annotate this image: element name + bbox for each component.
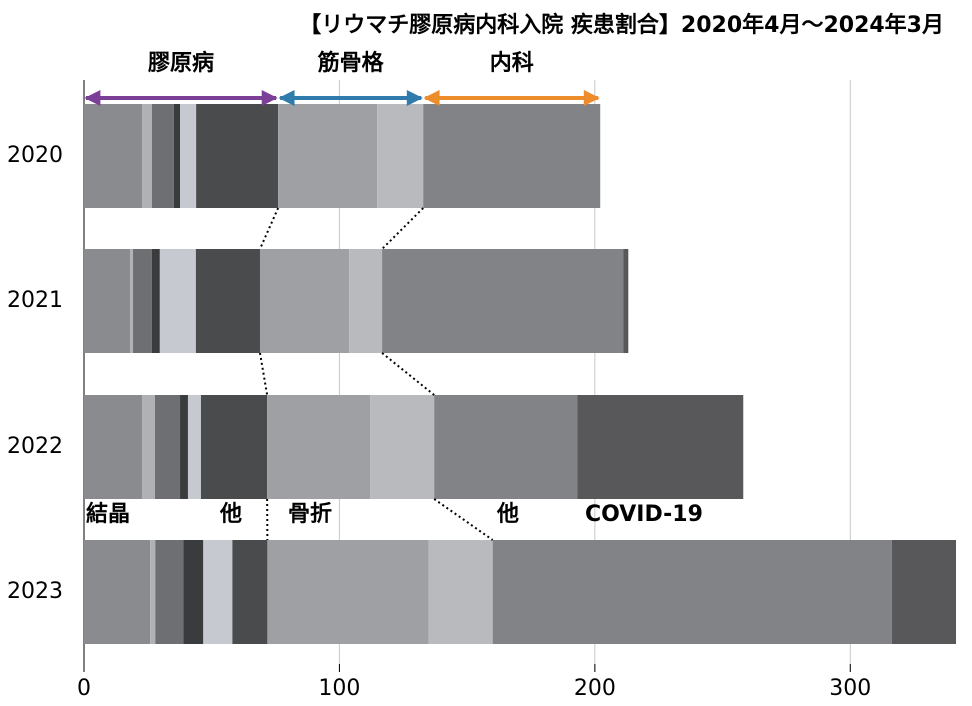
- series-label: 他: [219, 502, 242, 527]
- bar-segment: [382, 249, 624, 353]
- bar-segment: [155, 395, 181, 499]
- bar-segment: [151, 249, 160, 353]
- connector: [381, 352, 435, 396]
- group-label: 膠原病: [148, 50, 214, 76]
- y-tick-label: 2022: [7, 434, 63, 459]
- bar-segment: [577, 395, 744, 499]
- bar-segment: [492, 540, 892, 644]
- series-label: COVID-19: [585, 502, 703, 527]
- bar-segment: [891, 540, 957, 644]
- connector: [259, 352, 269, 396]
- bar-segment: [183, 540, 204, 644]
- bar-segment: [434, 395, 578, 499]
- group-label: 内科: [490, 51, 534, 76]
- bar-segment: [232, 540, 268, 644]
- bar-segment: [195, 249, 260, 353]
- bar-segment: [267, 540, 429, 644]
- bar-segment: [141, 104, 152, 208]
- y-tick-label: 2020: [7, 143, 63, 168]
- bar-segment: [428, 540, 493, 644]
- bar-segment: [203, 540, 233, 644]
- bar-segment: [278, 104, 378, 208]
- bar-segment: [159, 249, 196, 353]
- bar-segment: [267, 395, 371, 499]
- bar-segment: [370, 395, 435, 499]
- bar-segment: [84, 249, 130, 353]
- bar-segment: [187, 395, 201, 499]
- bar-segment: [84, 104, 142, 208]
- y-tick-label: 2021: [7, 288, 63, 313]
- bar-segment: [180, 395, 188, 499]
- y-tick-label: 2023: [7, 579, 63, 604]
- series-label: 骨折: [288, 502, 332, 527]
- bar-segment: [84, 395, 142, 499]
- bar-segment: [423, 104, 601, 208]
- bar-segment: [623, 249, 629, 353]
- x-tick-label: 300: [829, 676, 871, 701]
- bar-segment: [155, 540, 184, 644]
- bar-segment: [151, 104, 174, 208]
- bar-segment: [180, 104, 197, 208]
- connector: [381, 207, 424, 250]
- x-tick-label: 100: [318, 676, 360, 701]
- connector: [259, 207, 280, 250]
- x-tick-label: 200: [574, 676, 616, 701]
- bar-segment: [173, 104, 181, 208]
- connector: [433, 498, 494, 541]
- bar-segment: [129, 249, 134, 353]
- bar-segment: [133, 249, 152, 353]
- group-label: 筋骨格: [317, 50, 385, 76]
- bar-segment: [141, 395, 156, 499]
- series-label: 他: [496, 502, 519, 527]
- bar-segment: [150, 540, 156, 644]
- bar-segment: [200, 395, 268, 499]
- bar-segment: [349, 249, 383, 353]
- chart-title: 【リウマチ膠原病内科入院 疾患割合】2020年4月～2024年3月: [299, 12, 944, 38]
- x-tick-label: 0: [77, 676, 91, 701]
- bar-segment: [259, 249, 350, 353]
- bar-segment: [196, 104, 279, 208]
- bar-segment: [377, 104, 424, 208]
- series-label: 結晶: [86, 501, 130, 527]
- bar-segment: [84, 540, 151, 644]
